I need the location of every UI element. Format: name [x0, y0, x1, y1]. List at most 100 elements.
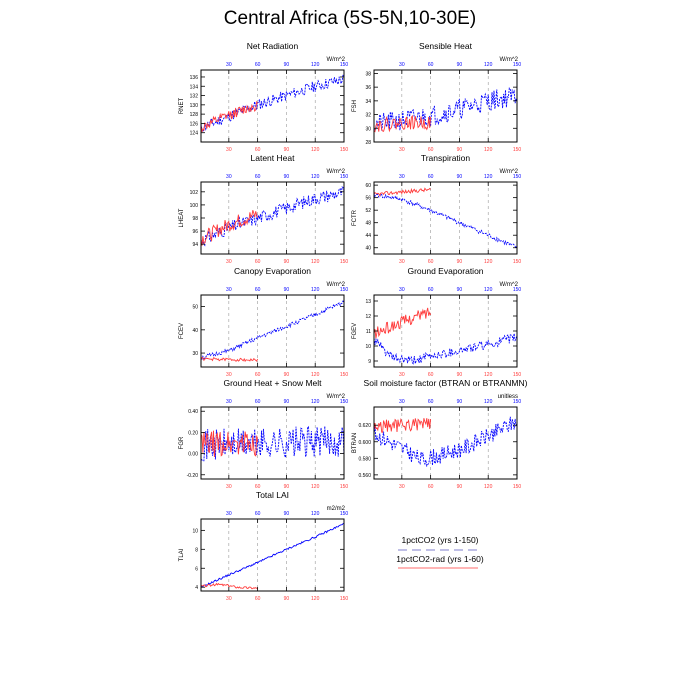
x-tick-label-bottom: 90	[457, 259, 463, 265]
x-tick-label-bottom: 30	[399, 259, 405, 265]
x-tick-label-bottom: 150	[513, 259, 522, 265]
y-tick-label: 50	[192, 305, 198, 311]
x-tick-label-top: 120	[311, 174, 320, 180]
panel-title: Canopy Evaporation	[234, 266, 311, 276]
x-tick-label-top: 150	[513, 399, 522, 405]
panel-units: W/m^2	[327, 282, 346, 288]
x-tick-label-top: 120	[484, 287, 493, 293]
x-tick-label-top: 30	[226, 399, 232, 405]
x-tick-label-bottom: 60	[428, 147, 434, 153]
y-tick-label: 36	[365, 85, 371, 91]
x-tick-label-bottom: 90	[457, 372, 463, 378]
plot-frame	[200, 518, 345, 592]
y-tick-label: 30	[192, 351, 198, 357]
y-tick-label: 48	[365, 221, 371, 227]
y-tick-label: 56	[365, 196, 371, 202]
y-tick-label: 4	[195, 585, 198, 591]
x-tick-label-top: 60	[255, 287, 261, 293]
y-tick-label: 98	[192, 216, 198, 222]
plot-frame	[200, 406, 345, 480]
y-tick-label: 100	[190, 203, 199, 209]
series-line-red	[373, 417, 432, 433]
x-tick-label-bottom: 90	[284, 259, 290, 265]
x-tick-label-top: 120	[311, 287, 320, 293]
y-tick-label: 130	[190, 103, 199, 109]
panel-3: 94 96 98 100 102 30 60 90 120 150 30 60 90 120 150 Late…	[179, 153, 348, 265]
x-tick-label-bottom: 30	[399, 484, 405, 490]
y-tick-label: 52	[365, 208, 371, 214]
y-tick-label: 126	[190, 121, 199, 127]
series-line-blue	[373, 333, 518, 365]
y-axis-label: FGR	[179, 436, 185, 449]
x-tick-label-bottom: 30	[399, 372, 405, 378]
panel-title: Ground Evaporation	[407, 266, 483, 276]
series-line-blue	[200, 425, 345, 462]
x-tick-label-top: 60	[255, 174, 261, 180]
x-tick-label-top: 60	[255, 62, 261, 68]
series-line-red	[200, 582, 258, 590]
y-axis-label: LHEAT	[179, 208, 185, 227]
panel-title: Soil moisture factor (BTRAN or BTRANMN)	[364, 378, 528, 388]
x-tick-label-bottom: 150	[340, 147, 349, 153]
panel-units: W/m^2	[327, 169, 346, 175]
y-axis-label: FGEV	[352, 323, 358, 339]
panel-9: 4 6 8 10 30 60 90 120 150 30 60 90 120 150 Total LAI m2…	[179, 490, 348, 602]
series-line-red	[373, 307, 432, 339]
x-tick-label-top: 90	[457, 399, 463, 405]
series-line-red	[200, 357, 259, 363]
x-tick-label-bottom: 150	[340, 372, 349, 378]
y-tick-label: 0.00	[188, 452, 198, 458]
x-tick-label-bottom: 30	[399, 147, 405, 153]
y-tick-label: 128	[190, 112, 199, 118]
y-tick-label: 44	[365, 233, 371, 239]
y-tick-label: 6	[195, 566, 198, 572]
x-tick-label-bottom: 90	[457, 147, 463, 153]
y-tick-label: 60	[365, 183, 371, 189]
legend-label: 1pctCO2 (yrs 1-150)	[402, 535, 479, 545]
panel-units: W/m^2	[327, 394, 346, 400]
y-tick-label: 0.580	[358, 456, 371, 462]
x-tick-label-bottom: 120	[311, 484, 320, 490]
y-tick-label: 28	[365, 140, 371, 146]
panel-units: unitless	[498, 394, 518, 400]
y-tick-label: 0.620	[358, 423, 371, 429]
x-tick-label-top: 30	[399, 174, 405, 180]
y-tick-label: 0.600	[358, 440, 371, 446]
x-tick-label-bottom: 120	[484, 372, 493, 378]
y-tick-label: -0.20	[187, 473, 199, 479]
x-tick-label-bottom: 120	[484, 259, 493, 265]
x-tick-label-bottom: 60	[255, 596, 261, 602]
x-tick-label-top: 150	[340, 287, 349, 293]
series-line-red	[373, 114, 432, 133]
panel-5: 30 40 50 30 60 90 120 150 30 60 90 120 150 Canopy Eva…	[179, 266, 348, 378]
y-tick-label: 9	[368, 359, 371, 365]
y-tick-label: 0.20	[188, 430, 198, 436]
panel-title: Transpiration	[421, 153, 471, 163]
panel-units: W/m^2	[327, 57, 346, 63]
x-tick-label-top: 30	[399, 62, 405, 68]
panel-1: 124 126 128 130 132 134 136 30 60 90 120 150 30 60 90 1…	[179, 41, 348, 153]
x-tick-label-bottom: 30	[226, 484, 232, 490]
x-tick-label-top: 120	[484, 174, 493, 180]
x-tick-label-top: 150	[340, 174, 349, 180]
series-line-blue	[200, 300, 345, 360]
series-line-blue	[373, 416, 518, 468]
x-tick-label-top: 30	[226, 174, 232, 180]
x-tick-label-top: 120	[484, 399, 493, 405]
x-tick-label-bottom: 30	[226, 596, 232, 602]
x-tick-label-bottom: 30	[226, 147, 232, 153]
x-tick-label-bottom: 60	[255, 147, 261, 153]
y-tick-label: 32	[365, 113, 371, 119]
x-tick-label-top: 90	[284, 62, 290, 68]
legend-label: 1pctCO2-rad (yrs 1-60)	[396, 554, 484, 564]
panel-title: Total LAI	[256, 490, 289, 500]
x-tick-label-bottom: 90	[284, 596, 290, 602]
y-tick-label: 11	[366, 329, 371, 335]
y-tick-label: 102	[190, 190, 199, 196]
x-tick-label-bottom: 90	[284, 484, 290, 490]
series-line-blue	[200, 186, 345, 247]
plot-frame	[373, 406, 518, 480]
plot-frame	[200, 294, 345, 368]
x-tick-label-bottom: 60	[255, 259, 261, 265]
panel-6: 9 10 11 12 13 30 60 90 120 150 30 60 90 120 150 Ground …	[352, 266, 521, 378]
